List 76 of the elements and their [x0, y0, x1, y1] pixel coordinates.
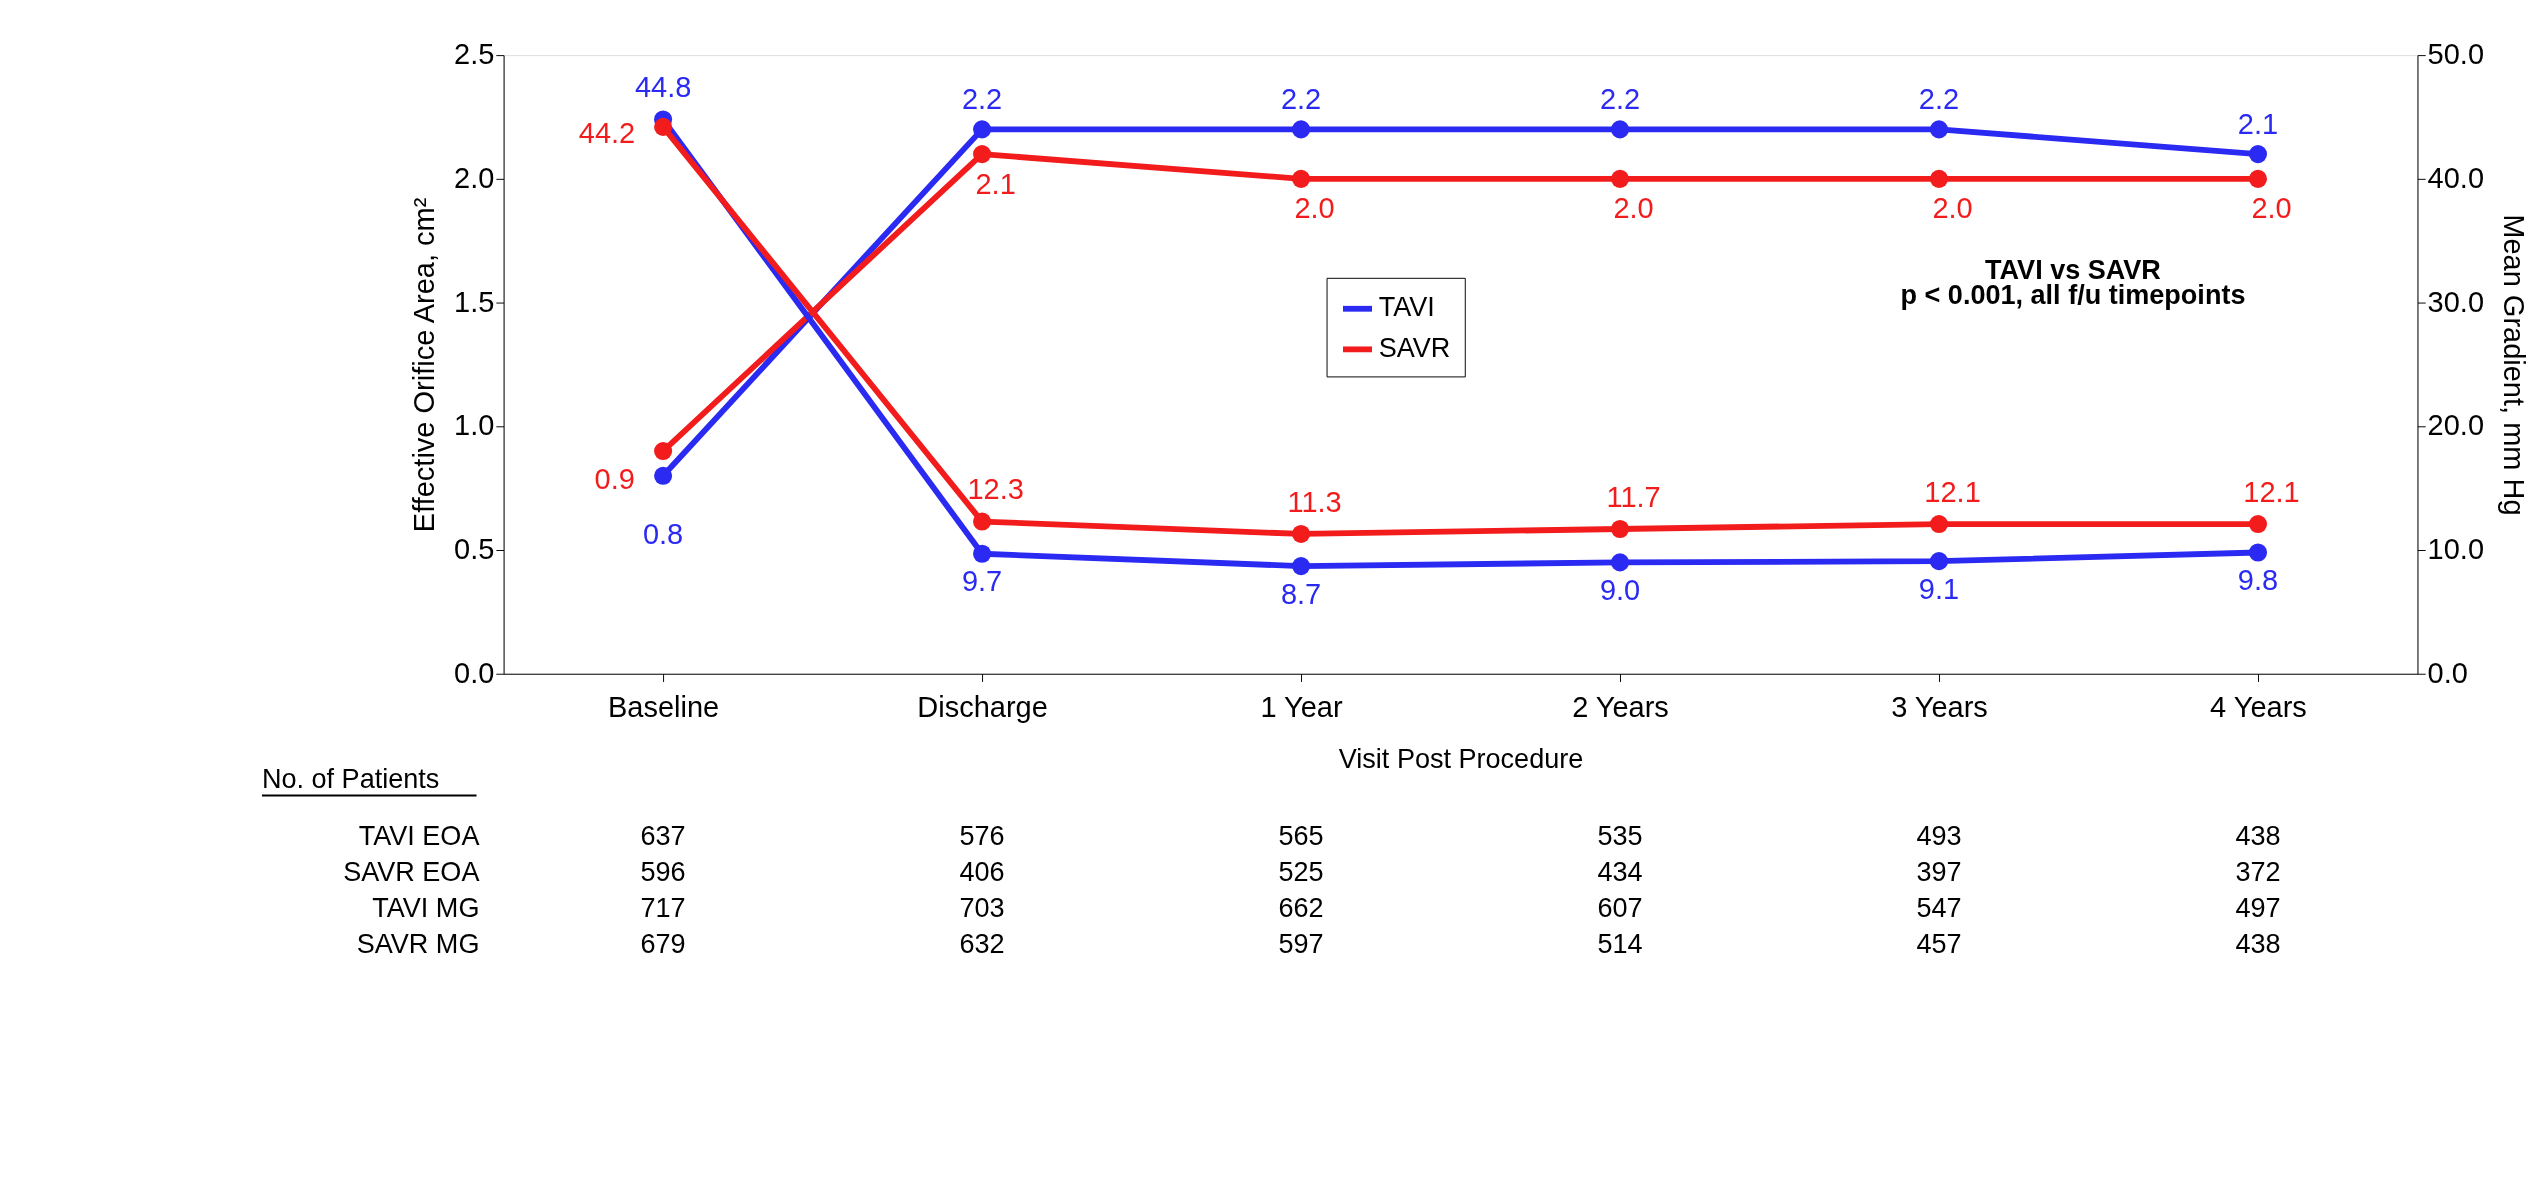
y-tick-label: 0.0 — [454, 656, 495, 689]
y2-tick-label: 30.0 — [2427, 285, 2485, 318]
point — [1292, 524, 1311, 543]
point — [1929, 169, 1949, 188]
point — [1610, 169, 1630, 188]
data-label: 8.7 — [1280, 577, 1322, 610]
data-label: 12.3 — [967, 473, 1024, 506]
point — [973, 512, 992, 531]
data-label: 12.1 — [2243, 475, 2300, 508]
data-label: 2.2 — [1599, 83, 1641, 116]
y2-axis-title: Mean Gradient, mm Hg — [2498, 214, 2531, 516]
x-tick-label: 1 Year — [1260, 690, 1343, 723]
x-tick-label: 4 Years — [2210, 690, 2307, 723]
data-label: 12.1 — [1924, 475, 1981, 508]
point — [654, 466, 673, 485]
point — [1292, 169, 1311, 188]
x-tick-label: 2 Years — [1572, 690, 1669, 723]
y2-tick-label: 40.0 — [2427, 162, 2485, 195]
point — [973, 120, 992, 139]
point — [973, 544, 992, 563]
data-label: 9.7 — [961, 565, 1003, 598]
data-label: 44.2 — [578, 117, 636, 150]
point — [1610, 120, 1630, 139]
data-label: 2.2 — [961, 83, 1003, 116]
data-label: 2.1 — [975, 167, 1016, 200]
y-axis-title: Effective Orifice Area, cm² — [407, 197, 440, 533]
point — [973, 145, 992, 164]
point — [2248, 169, 2268, 188]
text: SAVR MG 679 632 597 514 457 438 — [356, 929, 2281, 960]
data-label: 2.2 — [1918, 83, 1960, 116]
data-label: 0.8 — [642, 518, 684, 551]
text: TAVI EOA 637 576 565 535 493 438 — [358, 820, 2281, 851]
y2-tick-label: 0.0 — [2427, 656, 2468, 689]
annotation: p < 0.001, all f/u timepoints — [1900, 280, 2246, 311]
data-label: 2.1 — [2237, 107, 2279, 140]
point — [654, 442, 673, 461]
point — [1292, 557, 1311, 576]
point — [2248, 515, 2268, 534]
x-tick-label: Baseline — [607, 690, 720, 723]
legend-label: TAVI — [1378, 292, 1435, 323]
x-tick-label: 3 Years — [1891, 690, 1988, 723]
x-axis-title: Visit Post Procedure — [1338, 744, 1584, 774]
data-label: 2.0 — [1294, 192, 1335, 225]
y-tick-label: 0.5 — [454, 533, 495, 566]
x-tick-label: Discharge — [917, 690, 1048, 723]
point — [1610, 553, 1630, 572]
point — [2248, 145, 2268, 164]
y-tick-label: 2.0 — [454, 162, 495, 195]
y2-tick-label: 10.0 — [2427, 533, 2485, 566]
data-label: 0.9 — [594, 462, 635, 495]
text: SAVR EOA 596 406 525 434 397 372 — [343, 856, 2281, 887]
data-label: 2.0 — [2251, 192, 2292, 225]
data-label: 9.1 — [1918, 572, 1960, 605]
text: No. of Patients — [261, 763, 440, 794]
data-label: 2.0 — [1932, 192, 1973, 225]
point — [654, 117, 673, 136]
point — [1929, 552, 1949, 571]
data-label: 2.0 — [1613, 192, 1654, 225]
text: TAVI MG 717 703 662 607 547 497 — [372, 893, 2281, 924]
point — [1292, 120, 1311, 139]
y2-tick-label: 20.0 — [2427, 409, 2485, 442]
data-label: 11.7 — [1606, 480, 1661, 513]
y-tick-label: 1.5 — [454, 285, 495, 318]
y-tick-label: 2.5 — [454, 38, 495, 71]
point — [1610, 519, 1630, 539]
point — [2248, 543, 2268, 562]
legend-label: SAVR — [1378, 333, 1451, 364]
y2-tick-label: 50.0 — [2427, 38, 2485, 71]
data-label: 2.2 — [1280, 83, 1322, 116]
point — [1929, 120, 1949, 139]
data-label: 9.0 — [1599, 574, 1641, 607]
data-label: 44.8 — [634, 71, 692, 104]
data-label: 11.3 — [1287, 485, 1342, 518]
y-tick-label: 1.0 — [454, 409, 495, 442]
point — [1929, 515, 1949, 534]
data-label: 9.8 — [2237, 564, 2279, 597]
